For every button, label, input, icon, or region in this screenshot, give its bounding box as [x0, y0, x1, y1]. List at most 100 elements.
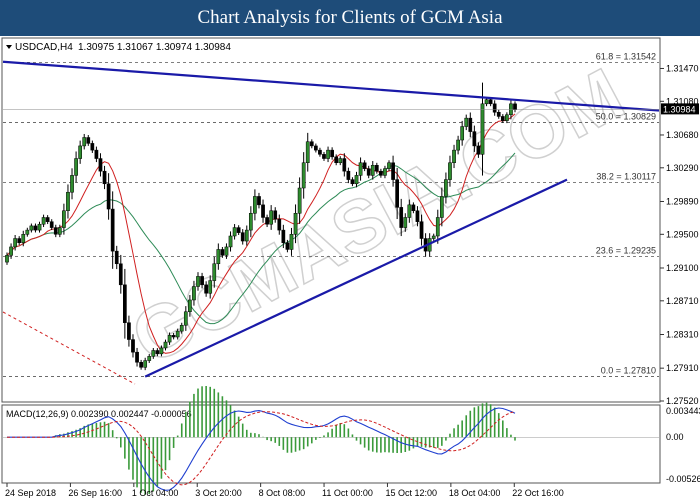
- time-tick-label: 1 Oct 04:00: [132, 488, 179, 498]
- chart-area: USDCAD,H4 1.30975 1.31067 1.30974 1.3098…: [0, 36, 700, 500]
- candle-body: [26, 230, 29, 234]
- candle-body: [489, 100, 492, 104]
- candle-body: [420, 222, 423, 239]
- fib-label: 23.6 = 1.29235: [596, 246, 656, 256]
- candle-body: [168, 335, 171, 342]
- candle-body: [87, 137, 90, 143]
- candle-body: [294, 213, 297, 234]
- candle-body: [5, 255, 8, 262]
- price-tick-label: 1.29100: [666, 263, 699, 273]
- candle-body: [58, 228, 61, 235]
- candle-body: [270, 211, 273, 224]
- time-tick-label: 22 Oct 16:00: [512, 488, 564, 498]
- candle-body: [18, 239, 21, 243]
- candle-body: [14, 239, 17, 247]
- candle-body: [241, 233, 244, 241]
- candle-body: [363, 163, 366, 169]
- candle-body: [286, 243, 289, 250]
- candle-body: [176, 331, 179, 337]
- candle-body: [485, 100, 488, 104]
- candle-body: [115, 251, 118, 264]
- time-tick-label: 11 Oct 00:00: [322, 488, 373, 498]
- candle-body: [152, 350, 155, 356]
- candle-body: [9, 247, 12, 255]
- candle-body: [237, 228, 240, 233]
- candle-body: [444, 180, 447, 197]
- candle-body: [412, 205, 415, 211]
- macd-label: MACD(12,26,9) 0.002390 0.002447 -0.00005…: [6, 409, 192, 419]
- candle-body: [278, 219, 281, 230]
- candle-body: [205, 285, 208, 293]
- last-price-tag: 1.30984: [661, 103, 699, 114]
- candle-body: [343, 159, 346, 172]
- candle-body: [229, 236, 232, 247]
- symbol-label: USDCAD,H4: [15, 42, 73, 53]
- candle-body: [318, 150, 321, 154]
- candle-body: [103, 171, 106, 184]
- candle-body: [62, 211, 65, 228]
- candle-body: [379, 171, 382, 175]
- price-tick-label: 1.29500: [666, 229, 699, 239]
- candle-body: [135, 352, 138, 362]
- candle-body: [156, 350, 159, 353]
- candle-body: [457, 140, 460, 150]
- candle-body: [131, 340, 134, 353]
- candle-body: [34, 226, 37, 230]
- price-tick-label: 1.31470: [666, 63, 699, 73]
- candle-body: [501, 116, 504, 120]
- candle-body: [375, 165, 378, 171]
- candle-body: [111, 209, 114, 251]
- candle-body: [148, 356, 151, 360]
- candle-body: [396, 180, 399, 208]
- banner-title: Chart Analysis for Clients of GCM Asia: [0, 0, 700, 36]
- fib-label: 0.0 = 1.27810: [601, 366, 656, 376]
- candle-body: [339, 159, 342, 163]
- candle-body: [38, 224, 41, 230]
- candle-body: [217, 249, 220, 263]
- candle-body: [400, 207, 403, 227]
- candle-body: [351, 180, 354, 184]
- candle-body: [493, 104, 496, 112]
- price-tick-label: 1.29890: [666, 196, 699, 206]
- candle-body: [371, 165, 374, 175]
- candle-body: [387, 163, 390, 169]
- candle-body: [469, 118, 472, 131]
- macd-tick-label: 0.00: [666, 432, 684, 442]
- candle-body: [99, 159, 102, 172]
- candle-body: [355, 175, 358, 183]
- last-price-label: 1.30984: [663, 104, 696, 114]
- candle-body: [127, 323, 130, 340]
- candle-body: [452, 150, 455, 163]
- candle-body: [66, 192, 69, 211]
- candle-body: [119, 264, 122, 285]
- candle-body: [497, 112, 500, 116]
- candle-body: [302, 163, 305, 188]
- candle-body: [432, 236, 435, 239]
- candle-body: [107, 184, 110, 209]
- candle-body: [83, 137, 86, 145]
- time-tick-label: 8 Oct 08:00: [259, 488, 306, 498]
- candle-body: [30, 226, 33, 230]
- price-tick-label: 1.30680: [666, 130, 699, 140]
- candle-body: [253, 196, 256, 213]
- fib-label: 50.0 = 1.30829: [596, 111, 656, 121]
- ohlc-values: 1.30975 1.31067 1.30974 1.30984: [78, 42, 231, 53]
- candle-body: [359, 163, 362, 176]
- candle-body: [331, 150, 334, 157]
- candle-body: [46, 217, 49, 221]
- macd-tick-label: 0.003443: [666, 406, 700, 416]
- candle-body: [54, 228, 57, 235]
- candle-body: [298, 188, 301, 213]
- candle-body: [306, 142, 309, 163]
- candle-body: [310, 142, 313, 146]
- time-tick-label: 24 Sep 2018: [5, 488, 56, 498]
- candle-body: [416, 211, 419, 222]
- candle-body: [461, 127, 464, 140]
- symbol-header: USDCAD,H4 1.30975 1.31067 1.30974 1.3098…: [6, 42, 231, 53]
- candle-body: [95, 150, 98, 158]
- candle-body: [314, 146, 317, 150]
- candle-body: [50, 222, 53, 228]
- candle-body: [440, 196, 443, 217]
- candle-body: [233, 228, 236, 236]
- price-tick-label: 1.27520: [666, 396, 699, 406]
